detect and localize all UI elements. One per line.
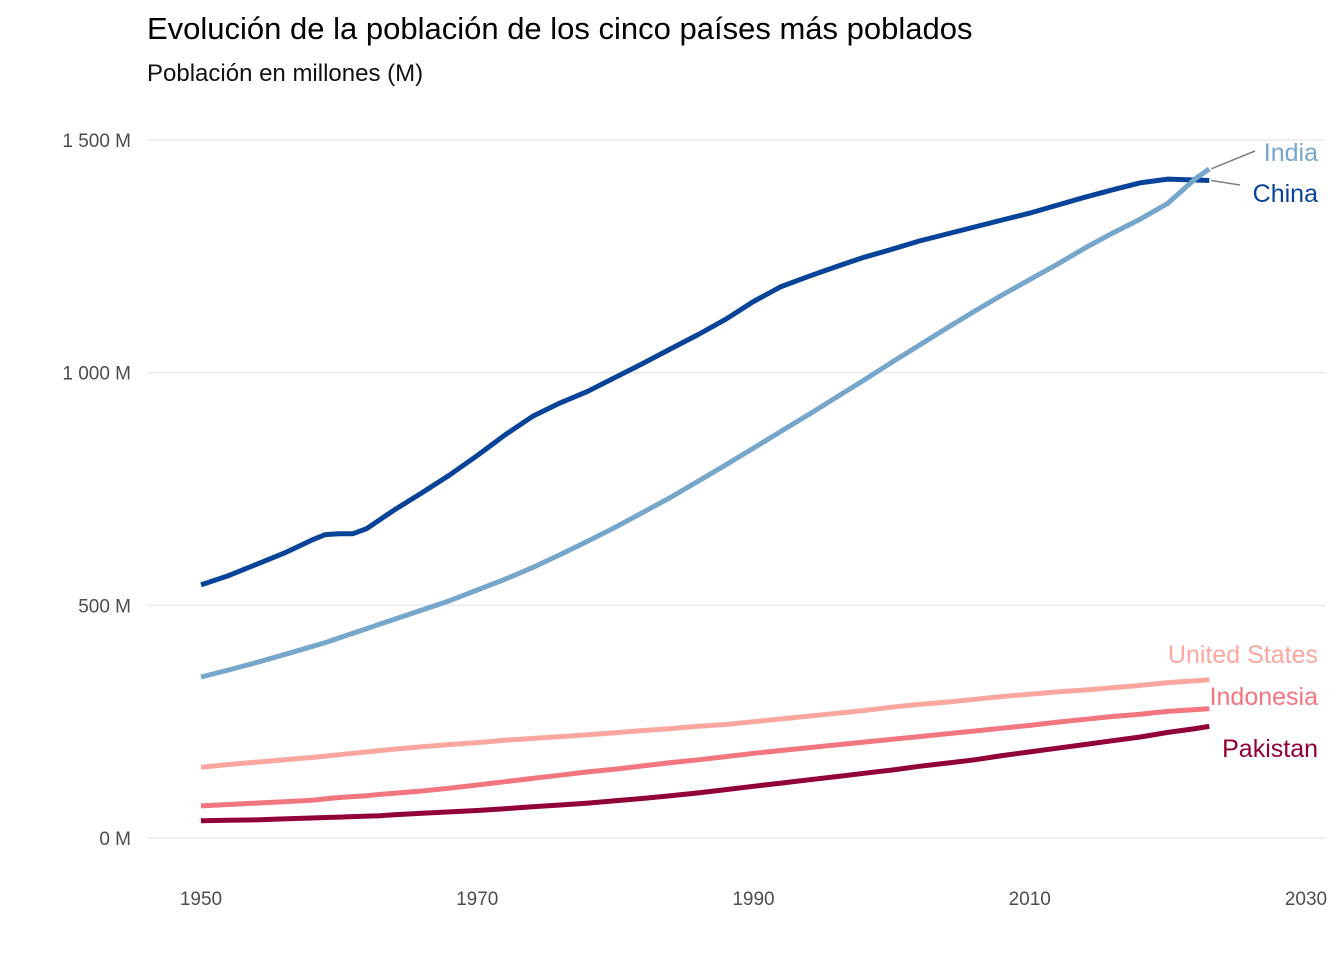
y-tick-label: 1 500 M xyxy=(62,131,131,152)
x-axis-ticks: 1950 1970 1990 2010 2030 xyxy=(180,889,1327,910)
series-label-indonesia: Indonesia xyxy=(1210,683,1319,711)
label-connectors xyxy=(1211,150,1256,186)
series-labels: China India United States Indonesia Pakistan xyxy=(1168,139,1318,763)
series-line-china xyxy=(200,176,1210,588)
series-label-united-states: United States xyxy=(1168,641,1318,669)
series-label-india: India xyxy=(1264,139,1318,167)
gridlines xyxy=(147,139,1326,839)
series-line-united-states xyxy=(200,677,1210,770)
x-tick-label: 1990 xyxy=(732,889,774,910)
chart-title: Evolución de la población de los cinco p… xyxy=(147,11,973,46)
x-tick-label: 2010 xyxy=(1009,889,1051,910)
y-tick-label: 500 M xyxy=(78,596,131,617)
series-lines xyxy=(200,166,1211,824)
label-connector-india xyxy=(1211,150,1256,170)
x-tick-label: 1970 xyxy=(456,889,498,910)
series-line-indonesia xyxy=(200,706,1210,809)
series-label-pakistan: Pakistan xyxy=(1222,735,1318,763)
y-tick-label: 1 000 M xyxy=(62,364,131,385)
x-tick-label: 1950 xyxy=(180,889,222,910)
series-label-china: China xyxy=(1253,180,1318,208)
series-line-india xyxy=(200,166,1211,680)
y-axis-ticks: 0 M 500 M 1 000 M 1 500 M xyxy=(62,131,131,850)
chart-subtitle: Población en millones (M) xyxy=(147,60,424,87)
label-connector-china xyxy=(1211,179,1241,186)
series-line-pakistan xyxy=(200,723,1210,824)
y-tick-label: 0 M xyxy=(99,829,131,850)
x-tick-label: 2030 xyxy=(1285,889,1327,910)
